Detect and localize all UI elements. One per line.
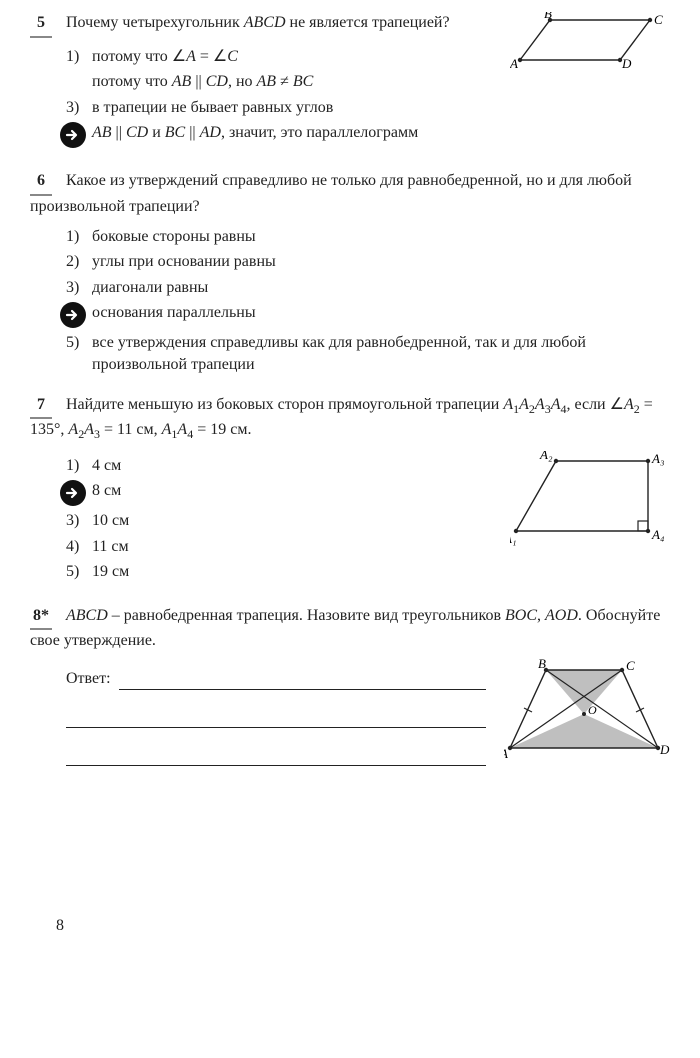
- svg-text:B: B: [538, 658, 546, 671]
- q6-opt-1: 1)боковые стороны равны: [66, 226, 670, 248]
- q5-opt-4: AB || CD и BC || AD, значит, это паралле…: [66, 122, 492, 148]
- q6-number: 6: [30, 170, 52, 196]
- page-number: 8: [56, 915, 670, 937]
- question-5: 5 Почему четырехугольник ABCD не являетс…: [30, 12, 670, 152]
- svg-text:C: C: [654, 12, 663, 27]
- q5-text: Почему четырехугольник ABCD не является …: [66, 14, 450, 31]
- right-trapezoid-icon: A₂ A₃ A₄ A₁: [510, 451, 670, 551]
- svg-text:A₁: A₁: [510, 531, 516, 546]
- q5-options: 1) потому что ∠A = ∠C потому что AB || C…: [66, 46, 492, 149]
- question-6: 6 Какое из утверждений справедливо не то…: [30, 170, 670, 375]
- arrow-icon: [60, 480, 86, 506]
- q8-answer-row: Ответ:: [66, 668, 486, 690]
- q8-figure: B C A D O: [504, 658, 674, 775]
- answer-blank-3[interactable]: [66, 746, 486, 766]
- svg-text:O: O: [588, 703, 597, 717]
- q7-opt-4: 4)11 см: [66, 536, 486, 558]
- q7-opt-5: 5)19 см: [66, 561, 486, 583]
- q5-figure: B C A D: [510, 12, 670, 79]
- svg-text:D: D: [659, 742, 670, 757]
- q5-header: 5 Почему четырехугольник ABCD не являетс…: [30, 12, 670, 152]
- answer-blank-2[interactable]: [66, 708, 486, 728]
- arrow-icon: [60, 302, 86, 328]
- q7-number: 7: [30, 394, 52, 420]
- isoceles-trapezoid-icon: B C A D O: [504, 658, 674, 768]
- answer-label: Ответ:: [66, 668, 111, 690]
- arrow-icon: [60, 122, 86, 148]
- svg-text:A₃: A₃: [651, 451, 664, 466]
- q5-opt-3-label: 3): [66, 97, 92, 119]
- q8-text: ABCD – равнобедренная трапеция. Назовите…: [30, 607, 660, 650]
- q6-opt-3: 3)диагонали равны: [66, 277, 670, 299]
- svg-text:A: A: [510, 56, 518, 71]
- svg-text:D: D: [621, 56, 632, 71]
- q7-opt-1: 1)4 см: [66, 455, 486, 477]
- parallelogram-icon: B C A D: [510, 12, 670, 72]
- q7-opt-3: 3)10 см: [66, 510, 486, 532]
- q5-body: 5 Почему четырехугольник ABCD не являетс…: [30, 12, 492, 152]
- q7-figure: A₂ A₃ A₄ A₁: [510, 451, 670, 558]
- q5-number: 5: [30, 12, 52, 38]
- q5-opt-3-text: в трапеции не бывает равных углов: [92, 97, 492, 119]
- svg-text:C: C: [626, 658, 635, 673]
- q5-opt-2: потому что AB || CD, но AB ≠ BC: [66, 71, 492, 93]
- q7-opt-2: 8 см: [66, 480, 486, 506]
- q6-opt-4: основания параллельны: [66, 302, 670, 328]
- q6-options: 1)боковые стороны равны 2)углы при основ…: [66, 226, 670, 376]
- q5-opt-1: 1) потому что ∠A = ∠C: [66, 46, 492, 68]
- svg-text:B: B: [544, 12, 552, 21]
- question-8: 8* ABCD – равнобедренная трапеция. Назов…: [30, 605, 670, 775]
- q7-text: Найдите меньшую из боковых сторон прямоу…: [30, 396, 653, 439]
- svg-text:A₄: A₄: [651, 527, 665, 542]
- answer-blank[interactable]: [119, 669, 486, 689]
- q6-opt-2: 2)углы при основании равны: [66, 251, 670, 273]
- svg-text:A: A: [504, 746, 508, 761]
- q5-opt-3: 3) в трапеции не бывает равных углов: [66, 97, 492, 119]
- q7-options: 1)4 см 8 см 3)10 см 4)11 см 5)19 см: [66, 451, 486, 587]
- question-7: 7 Найдите меньшую из боковых сторон прям…: [30, 394, 670, 587]
- q5-opt-4-text: AB || CD и BC || AD, значит, это паралле…: [92, 122, 492, 144]
- q8-number: 8*: [30, 605, 52, 631]
- q5-opt-1-label: 1): [66, 46, 92, 68]
- q6-text: Какое из утверждений справедливо не толь…: [30, 172, 632, 215]
- svg-text:A₂: A₂: [539, 451, 553, 462]
- q5-opt-1-text: потому что ∠A = ∠C: [92, 46, 492, 68]
- q6-opt-5: 5)все утверждения справедливы как для ра…: [66, 332, 670, 375]
- q5-opt-2-text: потому что AB || CD, но AB ≠ BC: [92, 71, 492, 93]
